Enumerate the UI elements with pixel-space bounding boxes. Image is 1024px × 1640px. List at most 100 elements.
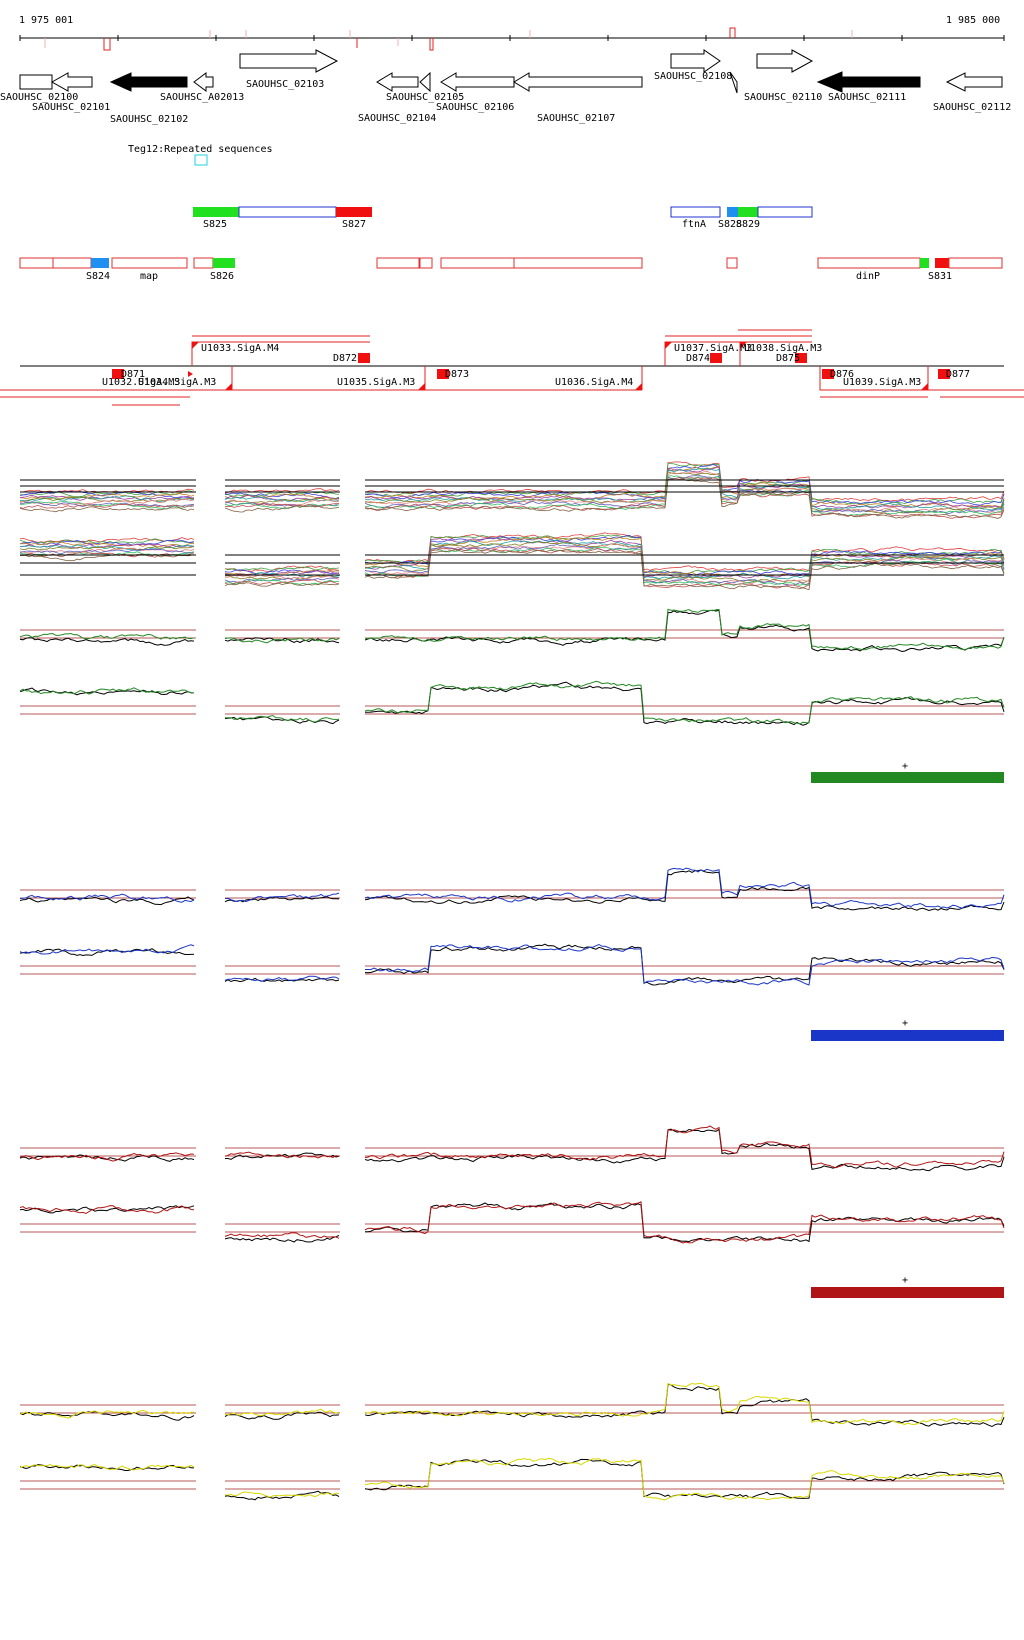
expression-trace	[364, 1201, 1005, 1244]
expression-trace	[224, 1491, 340, 1498]
gene-label: SAOUHSC_02107	[537, 113, 615, 124]
gene-label: SAOUHSC_02105	[386, 92, 464, 103]
segment[interactable]	[726, 257, 738, 269]
segment[interactable]	[193, 207, 239, 217]
segment-label: map	[140, 271, 158, 282]
expression-trace	[19, 1152, 195, 1162]
feature-label: D873	[445, 369, 469, 380]
segment[interactable]	[817, 257, 921, 269]
segment[interactable]	[52, 257, 92, 269]
expression-trace	[364, 463, 1005, 505]
expression-trace	[364, 1125, 1005, 1169]
gene-label: SAOUHSC_02103	[246, 79, 324, 90]
gene-arrow[interactable]: SAOUHSC_02104	[358, 72, 436, 124]
expression-trace	[19, 495, 195, 503]
gene-arrow[interactable]: SAOUHSC_02102	[109, 72, 188, 125]
segment[interactable]	[19, 257, 54, 269]
expression-trace	[19, 492, 195, 500]
segment[interactable]	[513, 257, 643, 269]
segment[interactable]	[91, 258, 109, 268]
expression-trace	[225, 892, 340, 903]
gene-arrow[interactable]: SAOUHSC_A02013	[160, 72, 244, 103]
repeat-region-marker[interactable]	[194, 154, 208, 166]
segment[interactable]	[920, 258, 929, 268]
expression-trace	[19, 893, 195, 903]
expression-trace	[365, 943, 1005, 986]
segment[interactable]	[111, 257, 188, 269]
gene-arrow-small[interactable]	[729, 71, 738, 94]
expression-trace	[364, 608, 1005, 651]
repeat-region-label: Teg12:Repeated sequences	[128, 144, 273, 155]
segment[interactable]	[376, 257, 420, 269]
feature-label: D872	[333, 353, 357, 364]
gene-arrow[interactable]: SAOUHSC_02108	[654, 49, 732, 82]
expression-trace	[224, 566, 340, 571]
gene-label: SAOUHSC_A02013	[160, 92, 244, 103]
expression-trace	[364, 869, 1005, 912]
gene-arrow[interactable]: SAOUHSC_02111	[816, 71, 921, 103]
condition-marker: +	[902, 1275, 908, 1286]
gene-arrow[interactable]: SAOUHSC_02101	[32, 72, 110, 113]
gene-arrow[interactable]: SAOUHSC_02112	[933, 72, 1011, 113]
expression-trace	[364, 541, 1005, 584]
segment[interactable]	[440, 257, 515, 269]
segment[interactable]	[738, 207, 758, 217]
segment[interactable]	[948, 257, 1003, 269]
gene-label: SAOUHSC_02108	[654, 71, 732, 82]
expression-trace	[224, 582, 340, 587]
segment[interactable]	[757, 206, 813, 218]
gene-arrow[interactable]: SAOUHSC_02107	[513, 72, 643, 124]
expression-trace	[364, 464, 1005, 506]
condition-bar[interactable]	[811, 1287, 1004, 1298]
segment-label: S829	[736, 219, 760, 230]
feature-label: D874	[686, 353, 710, 364]
expression-trace	[19, 503, 195, 509]
segment[interactable]	[193, 257, 214, 269]
expression-trace	[19, 687, 195, 696]
condition-bar[interactable]	[811, 772, 1004, 783]
expression-trace	[364, 465, 1005, 508]
expression-trace	[364, 1383, 1005, 1428]
expression-trace	[224, 494, 340, 502]
gene-arrow[interactable]: SAOUHSC_02103	[239, 49, 339, 90]
segment[interactable]	[336, 207, 372, 217]
axis-red-ticks	[103, 27, 736, 51]
expression-trace	[364, 609, 1005, 653]
expression-trace	[19, 541, 195, 548]
condition-marker: +	[902, 761, 908, 772]
expression-trace	[19, 1205, 195, 1215]
expression-trace	[224, 977, 340, 983]
expression-trace	[19, 1463, 195, 1471]
segment[interactable]	[670, 206, 721, 218]
expression-trace	[364, 461, 1005, 502]
condition-bar[interactable]	[811, 1030, 1004, 1041]
feature-label: D875	[776, 353, 800, 364]
axis-ticks	[19, 35, 1005, 41]
gene-arrow[interactable]: SAOUHSC_02110	[744, 49, 822, 103]
gene-arrow[interactable]: SAOUHSC_02100	[0, 74, 78, 103]
segment[interactable]	[419, 257, 433, 269]
expression-trace	[20, 553, 195, 562]
segment[interactable]	[213, 258, 235, 268]
expression-trace	[19, 948, 195, 957]
expression-trace	[364, 1128, 1005, 1172]
segment-track-lower: S824 map S826 dinP S831	[19, 257, 1003, 282]
expression-trace	[19, 1409, 195, 1419]
segment-label: ftnA	[682, 219, 706, 230]
segment[interactable]	[727, 207, 738, 217]
feature-label: D876	[830, 369, 854, 380]
condition-marker: +	[902, 1018, 908, 1029]
coord-start: 1 975 001	[19, 15, 73, 26]
gene-arrow[interactable]: SAOUHSC_02105	[386, 71, 464, 103]
segment[interactable]	[935, 258, 949, 268]
expression-trace	[19, 543, 195, 549]
axis-faint-ticks	[44, 30, 853, 48]
segment-track-upper: S825 S827 ftnA S828 S829	[193, 206, 813, 230]
feature-label: U1038.SigA.M3	[744, 343, 822, 354]
segment[interactable]	[238, 206, 337, 218]
gene-track: SAOUHSC_02100 SAOUHSC_02101 SAOUHSC_0210…	[0, 49, 1011, 125]
expression-trace	[224, 1490, 340, 1501]
expression-trace	[19, 687, 195, 695]
feature-label: U1032.SigA.M3	[102, 377, 180, 388]
